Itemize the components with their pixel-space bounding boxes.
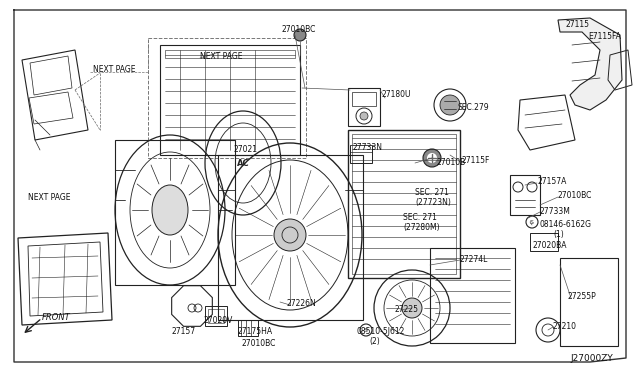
Text: 27157A: 27157A <box>538 177 568 186</box>
Text: E7115FA: E7115FA <box>588 32 621 41</box>
Text: AC: AC <box>237 158 250 167</box>
Text: (27723N): (27723N) <box>415 198 451 207</box>
Bar <box>160 45 300 155</box>
Text: FRONT: FRONT <box>42 313 71 322</box>
Text: 27225: 27225 <box>395 305 419 314</box>
Text: 27020V: 27020V <box>204 316 234 325</box>
Bar <box>430 248 515 343</box>
Text: (2): (2) <box>369 337 380 346</box>
Text: J27000ZY: J27000ZY <box>570 354 612 363</box>
Bar <box>348 88 380 126</box>
Text: SEC. 271: SEC. 271 <box>403 213 437 222</box>
Bar <box>218 155 363 320</box>
Bar <box>205 306 227 326</box>
Text: 27175HA: 27175HA <box>238 327 273 336</box>
Text: (1): (1) <box>553 230 564 239</box>
Text: 27733M: 27733M <box>540 207 571 216</box>
Bar <box>238 320 258 336</box>
Bar <box>510 175 540 215</box>
Text: SEC. 271: SEC. 271 <box>415 188 449 197</box>
Bar <box>115 140 235 285</box>
Bar <box>148 38 306 158</box>
Text: NEXT PAGE: NEXT PAGE <box>200 52 243 61</box>
Ellipse shape <box>152 185 188 235</box>
Bar <box>348 130 460 278</box>
Text: NEXT PAGE: NEXT PAGE <box>93 65 136 74</box>
Circle shape <box>294 29 306 41</box>
Text: NEXT PAGE: NEXT PAGE <box>28 193 70 202</box>
Bar <box>352 134 456 274</box>
Text: 08146-6162G: 08146-6162G <box>540 220 592 229</box>
Text: SEC.279: SEC.279 <box>458 103 490 112</box>
Text: 27010BC: 27010BC <box>558 191 593 200</box>
Circle shape <box>360 112 368 120</box>
Bar <box>530 233 558 251</box>
Circle shape <box>402 298 422 318</box>
Circle shape <box>423 149 441 167</box>
Text: 27115: 27115 <box>566 20 590 29</box>
Circle shape <box>440 95 460 115</box>
Bar <box>560 258 618 346</box>
Text: 27255P: 27255P <box>568 292 596 301</box>
Text: 27733N: 27733N <box>353 143 383 152</box>
Text: 27021: 27021 <box>234 145 258 154</box>
Circle shape <box>427 153 437 163</box>
Text: (27280M): (27280M) <box>403 223 440 232</box>
Bar <box>165 50 295 58</box>
Text: S: S <box>364 327 368 333</box>
Text: 27274L: 27274L <box>460 255 488 264</box>
Text: 27180U: 27180U <box>382 90 412 99</box>
Text: 27010BC: 27010BC <box>282 25 316 34</box>
Text: 27157: 27157 <box>171 327 195 336</box>
Bar <box>208 309 224 323</box>
Polygon shape <box>558 18 622 110</box>
Text: 27210: 27210 <box>553 322 577 331</box>
Bar <box>350 145 372 163</box>
Circle shape <box>274 219 306 251</box>
Text: 27020BA: 27020BA <box>533 241 568 250</box>
Text: 08510-5J612: 08510-5J612 <box>357 327 405 336</box>
Bar <box>352 92 376 106</box>
Text: 27226N: 27226N <box>287 299 317 308</box>
Text: S: S <box>530 219 534 224</box>
Text: 27010BC: 27010BC <box>242 339 276 348</box>
Text: 27115F: 27115F <box>462 156 490 165</box>
Text: 27010B: 27010B <box>437 158 467 167</box>
